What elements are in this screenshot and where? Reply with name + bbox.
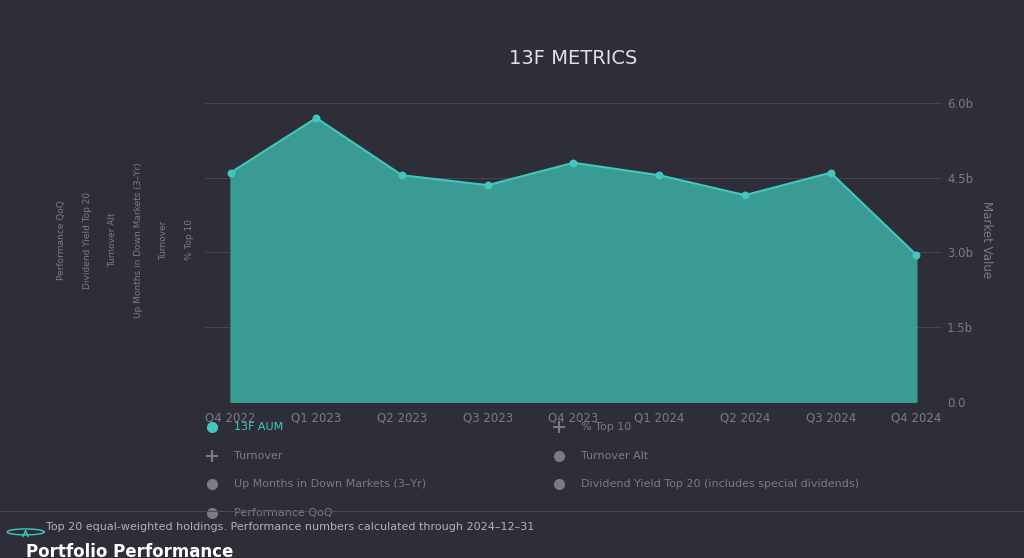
Point <box>908 251 925 259</box>
Text: Turnover: Turnover <box>160 220 168 259</box>
Point <box>222 169 239 177</box>
Text: 13F AUM: 13F AUM <box>234 422 284 432</box>
Point <box>479 181 496 190</box>
Text: Performance QoQ: Performance QoQ <box>57 200 66 280</box>
Point <box>565 158 582 167</box>
Text: % Top 10: % Top 10 <box>185 219 194 261</box>
Y-axis label: Market Value: Market Value <box>980 201 992 278</box>
Point <box>308 113 325 122</box>
Point <box>736 191 753 200</box>
Text: Portfolio Performance: Portfolio Performance <box>26 543 233 558</box>
Text: Dividend Yield Top 20 (includes special dividends): Dividend Yield Top 20 (includes special … <box>581 479 859 489</box>
Text: Dividend Yield Top 20: Dividend Yield Top 20 <box>83 191 91 288</box>
Text: Top 20 equal-weighted holdings. Performance numbers calculated through 2024–12–3: Top 20 equal-weighted holdings. Performa… <box>46 522 535 532</box>
Text: Turnover: Turnover <box>234 451 283 460</box>
Text: Performance QoQ: Performance QoQ <box>234 508 333 517</box>
Point <box>822 169 839 177</box>
Text: Turnover Alt: Turnover Alt <box>581 451 648 460</box>
Text: Up Months in Down Markets (3–Yr): Up Months in Down Markets (3–Yr) <box>234 479 426 489</box>
Text: Up Months in Down Markets (3–Yr): Up Months in Down Markets (3–Yr) <box>134 162 142 318</box>
Point <box>651 171 668 180</box>
Title: 13F METRICS: 13F METRICS <box>509 49 638 68</box>
Text: % Top 10: % Top 10 <box>581 422 631 432</box>
Text: Turnover Alt: Turnover Alt <box>109 213 117 267</box>
Point <box>394 171 411 180</box>
